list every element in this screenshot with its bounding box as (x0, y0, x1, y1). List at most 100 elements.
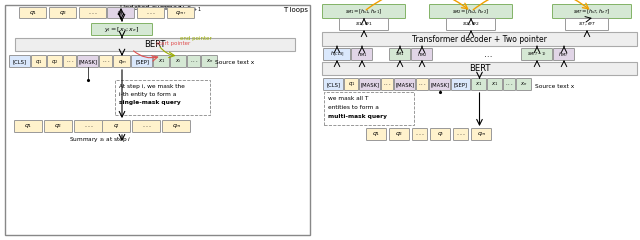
FancyBboxPatch shape (49, 7, 77, 18)
Text: $...$: $...$ (141, 124, 152, 129)
Text: $q_1$: $q_1$ (35, 58, 43, 66)
Text: Transformer decoder + Two pointer: Transformer decoder + Two pointer (412, 35, 547, 43)
FancyBboxPatch shape (77, 55, 99, 67)
FancyBboxPatch shape (447, 18, 495, 30)
Text: $h_{MT}$: $h_{MT}$ (559, 50, 570, 59)
Text: $x_1$: $x_1$ (158, 58, 165, 66)
Text: $...$: $...$ (189, 59, 198, 64)
FancyBboxPatch shape (113, 55, 131, 67)
FancyBboxPatch shape (360, 78, 381, 90)
FancyBboxPatch shape (92, 24, 152, 36)
FancyBboxPatch shape (390, 128, 410, 140)
Bar (15, 38, 295, 51)
Bar (5, 5, 310, 235)
Text: [CLS]: [CLS] (13, 59, 27, 64)
Text: $q_2$: $q_2$ (54, 122, 63, 131)
Text: $q_i$: $q_i$ (113, 122, 120, 131)
FancyBboxPatch shape (323, 5, 406, 18)
Text: $q_2$: $q_2$ (59, 9, 67, 17)
FancyBboxPatch shape (102, 120, 131, 132)
FancyBboxPatch shape (339, 18, 388, 30)
Text: $s_{M1}$: $s_{M1}$ (395, 51, 405, 59)
Text: $q_1$: $q_1$ (348, 80, 355, 89)
FancyBboxPatch shape (417, 78, 429, 90)
Text: [SEP]: [SEP] (135, 59, 149, 64)
Text: $q_1$: $q_1$ (372, 131, 381, 138)
Text: [MASK]: [MASK] (79, 59, 97, 64)
Text: BERT: BERT (469, 64, 490, 73)
FancyBboxPatch shape (367, 128, 387, 140)
Text: $...$: $...$ (102, 59, 110, 64)
FancyBboxPatch shape (516, 78, 531, 90)
FancyBboxPatch shape (132, 120, 161, 132)
FancyBboxPatch shape (202, 55, 218, 67)
FancyBboxPatch shape (394, 78, 415, 90)
Text: $x_n$: $x_n$ (520, 81, 528, 89)
Bar (322, 32, 637, 46)
FancyBboxPatch shape (431, 128, 451, 140)
FancyBboxPatch shape (19, 7, 47, 18)
FancyBboxPatch shape (451, 78, 470, 90)
Text: [MASK]: [MASK] (360, 82, 380, 87)
FancyBboxPatch shape (163, 120, 191, 132)
Text: $q_m$: $q_m$ (118, 58, 126, 66)
FancyBboxPatch shape (138, 7, 164, 18)
FancyBboxPatch shape (413, 128, 428, 140)
Text: $h_{[CLS]}$: $h_{[CLS]}$ (330, 50, 344, 59)
Text: [CLS]: [CLS] (326, 82, 340, 87)
FancyBboxPatch shape (504, 78, 515, 90)
Bar (322, 62, 637, 75)
Text: [MASK]: [MASK] (396, 82, 415, 87)
FancyBboxPatch shape (10, 55, 31, 67)
Text: $h_{M1}$: $h_{M1}$ (356, 50, 367, 59)
Text: $q_2$: $q_2$ (396, 131, 404, 138)
Text: $x_1$: $x_1$ (476, 81, 483, 89)
FancyBboxPatch shape (488, 78, 502, 90)
FancyBboxPatch shape (15, 120, 42, 132)
FancyBboxPatch shape (154, 55, 170, 67)
FancyBboxPatch shape (47, 55, 63, 67)
Text: $y_i=[x_s;x_e]$: $y_i=[x_s;x_e]$ (104, 25, 140, 34)
FancyBboxPatch shape (472, 78, 486, 90)
Text: $q_m$: $q_m$ (477, 131, 486, 138)
Bar (115, 80, 210, 115)
Text: $y_i$: $y_i$ (118, 9, 125, 17)
Text: $...$: $...$ (66, 59, 74, 64)
Text: multi-mask query: multi-mask query (328, 114, 387, 119)
Text: $s_{M2}\!=\![h_{s2},h_{e2}]$: $s_{M2}\!=\![h_{s2},h_{e2}]$ (452, 7, 490, 16)
Text: $...$: $...$ (415, 132, 425, 137)
Text: $...$: $...$ (456, 132, 466, 137)
Text: $q_1$: $q_1$ (29, 9, 37, 17)
Text: [SEP]: [SEP] (454, 82, 468, 87)
FancyBboxPatch shape (552, 5, 632, 18)
Text: $q_t$: $q_t$ (436, 131, 444, 138)
FancyBboxPatch shape (429, 78, 451, 90)
Text: $x_n$: $x_n$ (206, 58, 213, 66)
FancyBboxPatch shape (131, 55, 152, 67)
FancyBboxPatch shape (390, 48, 410, 60)
Text: $s_{M1}\!=\![h_{s1},h_{e1}]$: $s_{M1}\!=\![h_{s1},h_{e1}]$ (346, 7, 383, 16)
FancyBboxPatch shape (168, 7, 195, 18)
FancyBboxPatch shape (31, 55, 47, 67)
Text: $h_{M2}$: $h_{M2}$ (417, 50, 428, 59)
Text: $...$: $...$ (88, 11, 98, 16)
Text: [MASK]: [MASK] (431, 82, 449, 87)
FancyBboxPatch shape (108, 7, 134, 18)
FancyBboxPatch shape (554, 48, 575, 60)
FancyBboxPatch shape (522, 48, 552, 60)
Text: $...$: $...$ (383, 82, 392, 87)
FancyBboxPatch shape (472, 128, 492, 140)
FancyBboxPatch shape (323, 48, 351, 60)
Text: T loops: T loops (283, 7, 308, 13)
Text: Updated summary $s_{i+1}$: Updated summary $s_{i+1}$ (118, 4, 202, 14)
FancyBboxPatch shape (45, 120, 72, 132)
FancyBboxPatch shape (79, 7, 106, 18)
Text: $s_2, e_2$: $s_2, e_2$ (462, 21, 480, 28)
Text: single-mask query: single-mask query (119, 100, 180, 105)
Text: $...$: $...$ (84, 124, 93, 129)
FancyBboxPatch shape (566, 18, 609, 30)
Text: $...$: $...$ (419, 82, 427, 87)
Text: $q_{m\prime}$: $q_{m\prime}$ (175, 9, 187, 17)
FancyBboxPatch shape (429, 5, 513, 18)
Text: $s_1, e_1$: $s_1, e_1$ (355, 21, 373, 28)
